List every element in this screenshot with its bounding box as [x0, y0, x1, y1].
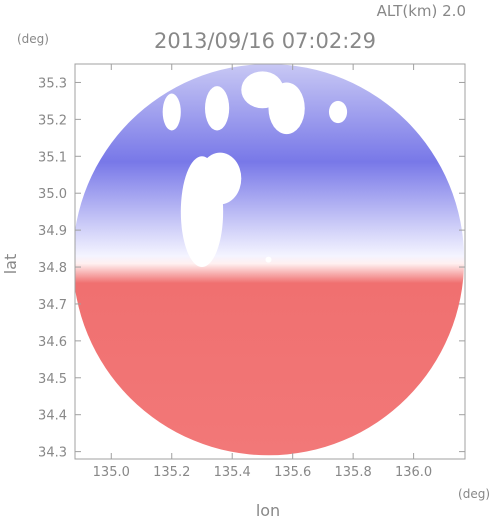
y-tick-label: 34.8: [38, 261, 67, 276]
altitude-label: ALT(km) 2.0: [377, 2, 466, 20]
y-tick-label: 34.6: [38, 335, 67, 350]
axis-ticks: 135.0 135.2 135.4 135.6 135.8 136.0 34.3 34.4 34…: [38, 64, 465, 480]
x-unit-label: (deg): [458, 487, 490, 501]
x-tick-label: 135.0: [93, 465, 130, 480]
no-data-regions: [162, 71, 348, 268]
x-tick-label: 136.0: [395, 465, 432, 480]
chart-title: 2013/09/16 07:02:29: [154, 29, 376, 53]
plot-frame: [74, 63, 466, 460]
x-tick-label: 135.2: [153, 465, 190, 480]
no-data-gap: [198, 152, 242, 205]
y-axis-label: lat: [1, 254, 20, 275]
y-tick-label: 34.7: [38, 298, 67, 313]
y-tick-label: 34.4: [38, 409, 67, 424]
y-tick-label: 35.3: [38, 76, 67, 91]
x-tick-label: 135.4: [214, 465, 251, 480]
y-tick-label: 34.3: [38, 446, 67, 461]
plot-area: [75, 64, 465, 456]
y-tick-label: 35.1: [38, 150, 67, 165]
y-unit-label: (deg): [17, 32, 49, 46]
no-data-gap: [328, 100, 348, 124]
no-data-gap: [241, 71, 284, 109]
y-tick-label: 34.5: [38, 372, 67, 387]
y-tick-label: 34.9: [38, 224, 67, 239]
x-tick-label: 135.8: [335, 465, 372, 480]
no-data-gap: [162, 93, 181, 131]
x-tick-label: 135.6: [274, 465, 311, 480]
y-tick-label: 35.2: [38, 113, 67, 128]
no-data-gap: [205, 86, 230, 131]
y-tick-label: 35.0: [38, 187, 67, 202]
radar-site-marker: [265, 256, 272, 263]
x-axis-label: lon: [256, 501, 280, 520]
